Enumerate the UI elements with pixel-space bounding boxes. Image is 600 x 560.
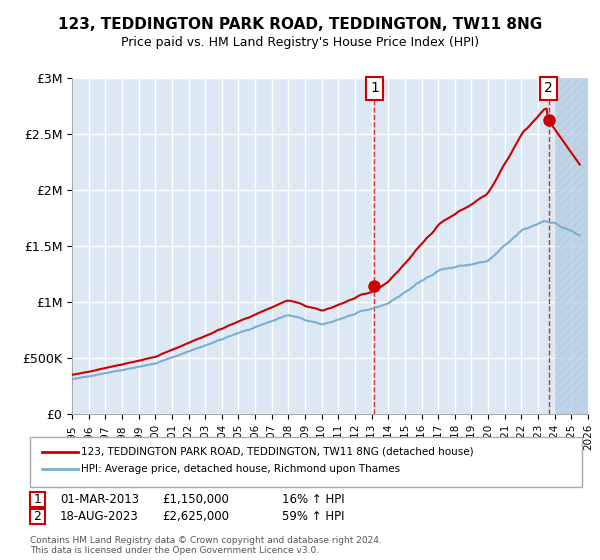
Text: 123, TEDDINGTON PARK ROAD, TEDDINGTON, TW11 8NG: 123, TEDDINGTON PARK ROAD, TEDDINGTON, T… [58, 17, 542, 32]
Text: 2: 2 [544, 82, 553, 96]
Text: 1: 1 [370, 82, 379, 96]
Text: 18-AUG-2023: 18-AUG-2023 [60, 510, 139, 523]
Text: 59% ↑ HPI: 59% ↑ HPI [282, 510, 344, 523]
Text: HPI: Average price, detached house, Richmond upon Thames: HPI: Average price, detached house, Rich… [81, 464, 400, 474]
Text: Contains HM Land Registry data © Crown copyright and database right 2024.: Contains HM Land Registry data © Crown c… [30, 536, 382, 545]
Text: £1,150,000: £1,150,000 [162, 493, 229, 506]
Text: This data is licensed under the Open Government Licence v3.0.: This data is licensed under the Open Gov… [30, 546, 319, 555]
Bar [555, 78, 588, 414]
Text: 2: 2 [34, 510, 41, 523]
Text: 123, TEDDINGTON PARK ROAD, TEDDINGTON, TW11 8NG (detached house): 123, TEDDINGTON PARK ROAD, TEDDINGTON, T… [81, 447, 473, 457]
Text: £2,625,000: £2,625,000 [162, 510, 229, 523]
Text: 16% ↑ HPI: 16% ↑ HPI [282, 493, 344, 506]
Text: Price paid vs. HM Land Registry's House Price Index (HPI): Price paid vs. HM Land Registry's House … [121, 36, 479, 49]
Bar [555, 78, 588, 414]
Text: 01-MAR-2013: 01-MAR-2013 [60, 493, 139, 506]
Text: 1: 1 [34, 493, 41, 506]
